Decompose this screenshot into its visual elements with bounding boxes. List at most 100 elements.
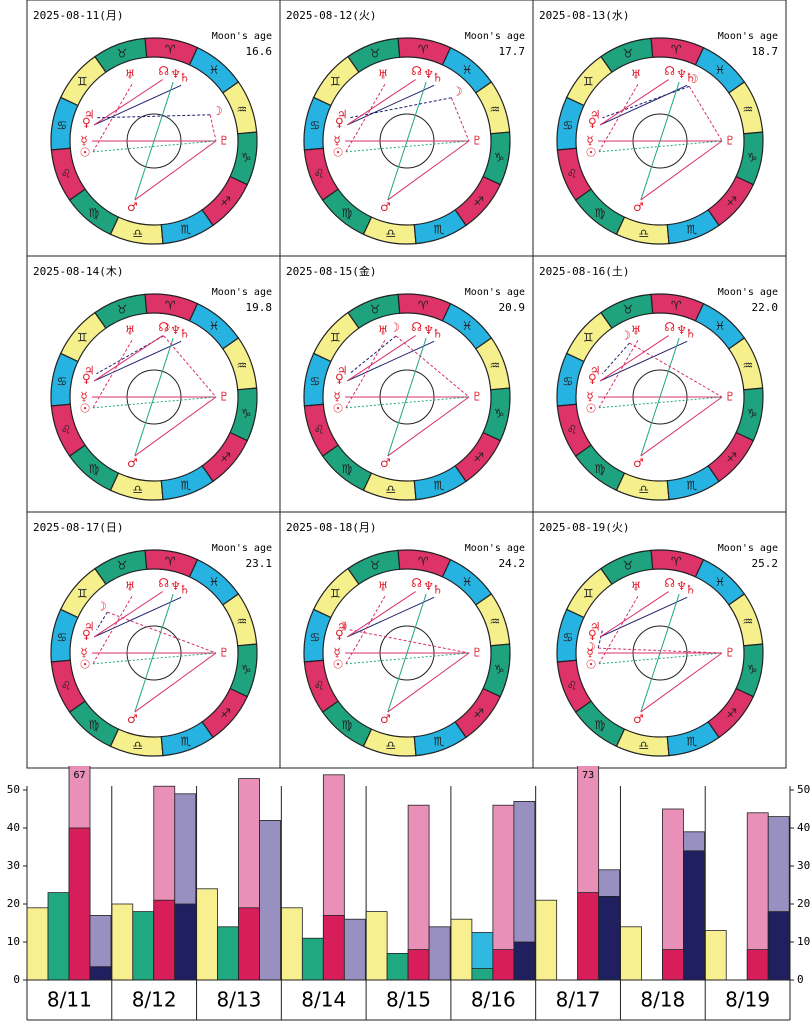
date-label: 2025-08-18(月) xyxy=(286,521,376,534)
aspect-line xyxy=(395,335,470,398)
sign-glyph: ♑ xyxy=(747,151,758,165)
planet-glyph: ♇ xyxy=(219,390,230,404)
planet-glyph: ♄ xyxy=(685,327,696,341)
planet-glyph: ♅ xyxy=(125,580,136,594)
planet-glyph: ♄ xyxy=(179,583,190,597)
y2-tick-label: 20 xyxy=(797,897,810,910)
sign-glyph: ♋ xyxy=(563,118,574,132)
bar xyxy=(767,911,790,980)
planet-glyph: ♇ xyxy=(219,134,230,148)
sign-glyph: ♑ xyxy=(747,663,758,677)
sign-glyph: ♒ xyxy=(742,359,753,373)
sign-glyph: ♍ xyxy=(342,206,353,220)
aspect-line xyxy=(598,652,723,665)
aspect-line xyxy=(602,85,690,119)
aspect-line xyxy=(163,335,217,398)
sign-glyph: ♍ xyxy=(595,206,606,220)
planet-glyph: ♄ xyxy=(432,583,443,597)
sign-glyph: ♈ xyxy=(165,42,176,56)
planet-glyph: ☿ xyxy=(586,646,593,660)
aspect-line xyxy=(346,84,435,126)
date-label: 2025-08-19(火) xyxy=(539,521,629,534)
planet-glyph: ♂ xyxy=(380,456,391,470)
planet-glyph: ♃ xyxy=(590,363,601,377)
sign-glyph: ♌ xyxy=(567,166,578,180)
planet-glyph: ☉ xyxy=(586,658,597,672)
sign-glyph: ♋ xyxy=(563,374,574,388)
planet-glyph: ♆ xyxy=(170,323,181,337)
bar xyxy=(662,949,684,980)
planet-glyph: ♂ xyxy=(380,712,391,726)
y2-tick-label: 40 xyxy=(797,821,810,834)
aspect-line xyxy=(346,596,435,638)
aspect-line xyxy=(598,82,640,153)
aspect-line xyxy=(92,82,134,153)
planet-glyph: ☊ xyxy=(411,576,422,590)
planet-glyph: ♇ xyxy=(472,134,483,148)
planet-glyph: ♅ xyxy=(631,68,642,82)
y2-tick-label: 30 xyxy=(797,859,810,872)
aspect-line xyxy=(640,140,723,201)
aspect-line xyxy=(134,337,174,457)
y2-tick-label: 50 xyxy=(797,783,810,796)
aspect-line xyxy=(640,396,723,457)
planet-glyph: ☽ xyxy=(337,619,348,633)
panel-border xyxy=(532,511,787,769)
sign-glyph: ♎ xyxy=(132,227,143,241)
sign-glyph: ♋ xyxy=(310,630,321,644)
value-label: 73 xyxy=(582,770,594,781)
sign-glyph: ♏ xyxy=(687,478,698,492)
planet-glyph: ☊ xyxy=(158,64,169,78)
sign-segment xyxy=(188,46,240,94)
aspect-line xyxy=(598,594,640,665)
planet-glyph: ☊ xyxy=(158,320,169,334)
y-tick-label: 30 xyxy=(7,859,20,872)
planet-glyph: ☿ xyxy=(586,390,593,404)
aspect-line xyxy=(346,340,435,382)
planet-glyph: ♀ xyxy=(82,115,91,129)
aspect-line xyxy=(345,396,470,409)
aspect-line xyxy=(349,97,452,119)
sign-segment xyxy=(441,558,493,606)
sign-glyph: ♊ xyxy=(583,74,594,88)
planet-glyph: ☊ xyxy=(158,576,169,590)
sign-glyph: ♋ xyxy=(310,374,321,388)
planet-glyph: ☿ xyxy=(80,646,87,660)
planet-glyph: ♂ xyxy=(380,200,391,214)
bar xyxy=(471,968,494,980)
sign-glyph: ♉ xyxy=(117,303,128,317)
aspect-line xyxy=(599,79,669,126)
sign-glyph: ♑ xyxy=(241,663,252,677)
sign-glyph: ♍ xyxy=(89,462,100,476)
sign-glyph: ♑ xyxy=(241,151,252,165)
x-tick-label: 8/17 xyxy=(556,988,601,1012)
sign-glyph: ♓ xyxy=(715,319,726,333)
sign-glyph: ♑ xyxy=(241,407,252,421)
planet-glyph: ☽ xyxy=(212,104,223,118)
planet-glyph: ☉ xyxy=(333,402,344,416)
bar xyxy=(111,903,134,980)
aspect-line xyxy=(387,337,427,457)
aspect-line xyxy=(134,81,174,201)
bar xyxy=(27,907,49,980)
planet-glyph: ♀ xyxy=(82,627,91,641)
sign-glyph: ♒ xyxy=(489,359,500,373)
aspect-line xyxy=(107,611,217,654)
sign-glyph: ♋ xyxy=(57,118,68,132)
sign-glyph: ♑ xyxy=(494,407,505,421)
x-tick-label: 8/11 xyxy=(47,988,92,1012)
sign-glyph: ♎ xyxy=(638,739,649,753)
sign-glyph: ♊ xyxy=(77,74,88,88)
bar xyxy=(407,804,430,980)
bar xyxy=(259,820,281,980)
sign-glyph: ♌ xyxy=(61,422,72,436)
sign-glyph: ♍ xyxy=(89,206,100,220)
bar xyxy=(132,911,155,980)
moon-age-label: Moon's age xyxy=(718,287,778,298)
sign-glyph: ♊ xyxy=(583,330,594,344)
sign-glyph: ♏ xyxy=(434,478,445,492)
aspect-line xyxy=(345,140,470,153)
sign-glyph: ♐ xyxy=(473,707,484,721)
moon-age-label: Moon's age xyxy=(718,543,778,554)
sign-glyph: ♏ xyxy=(687,734,698,748)
